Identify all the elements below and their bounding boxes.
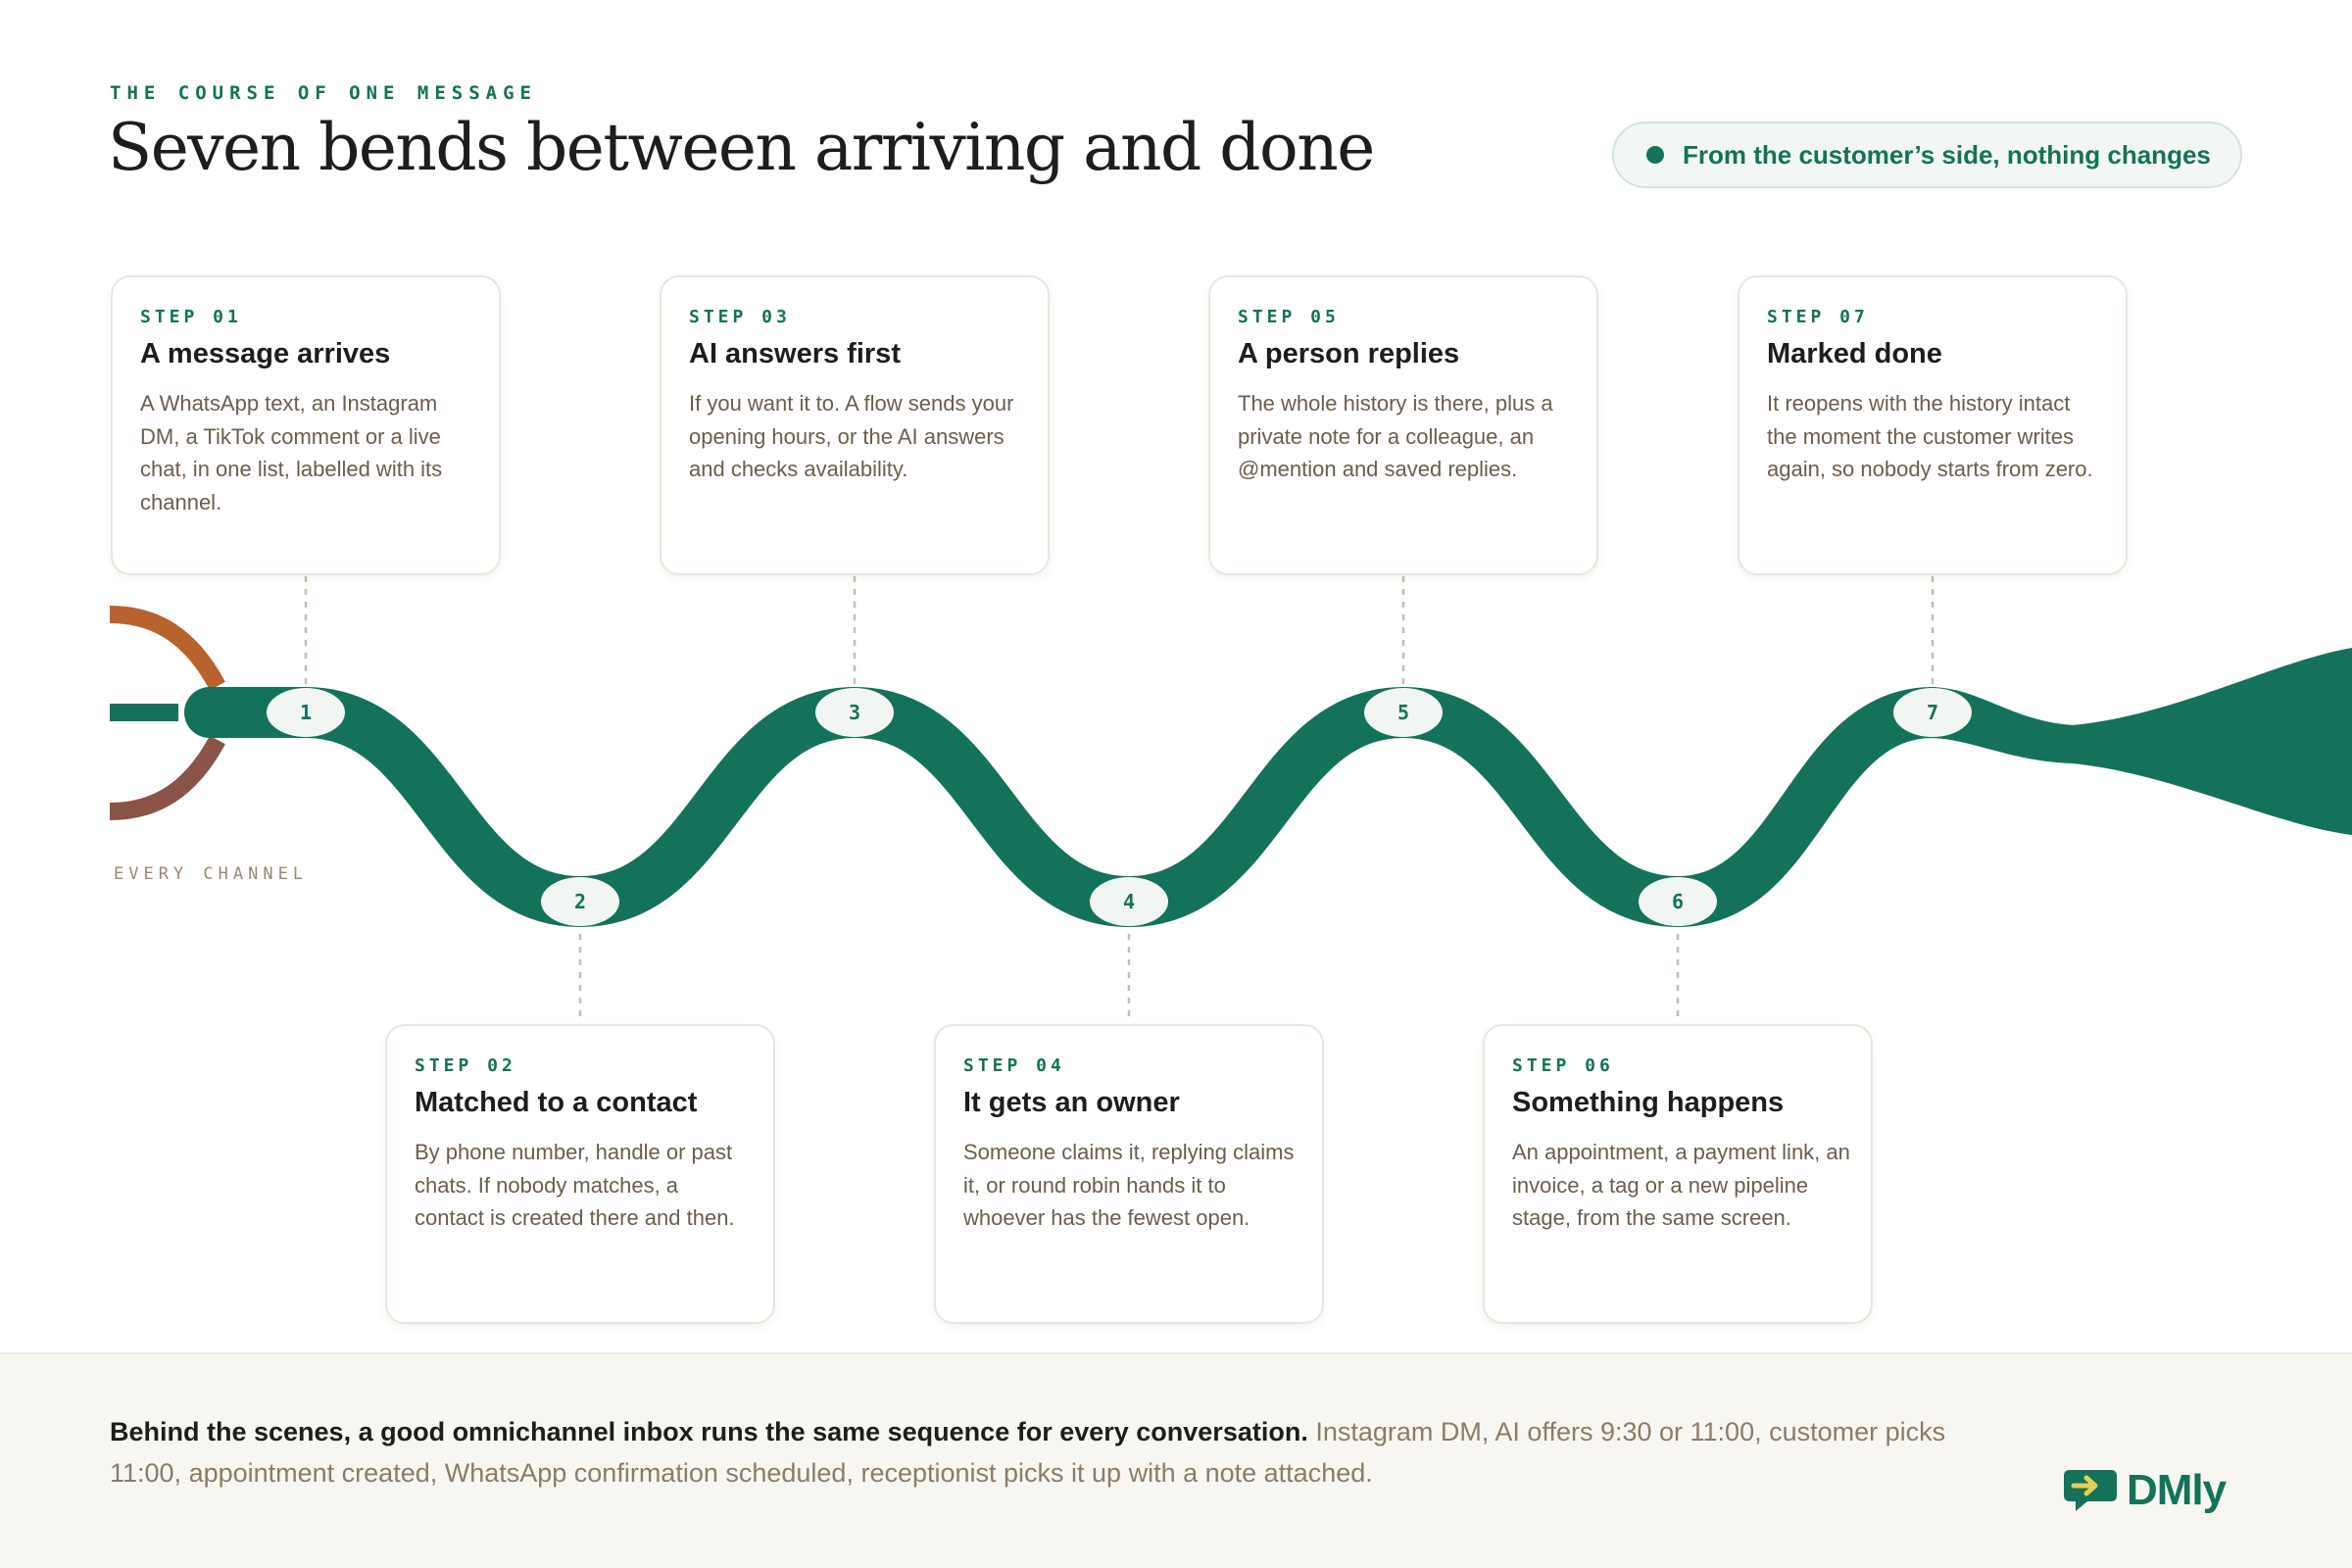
step-label: STEP 02: [415, 1055, 516, 1076]
step-node-1[interactable]: 1: [267, 688, 345, 737]
step-node-6[interactable]: 6: [1639, 877, 1717, 926]
river-ribbon: [184, 686, 1958, 928]
page-title: Seven bends between arriving and done: [108, 110, 1375, 185]
step-label: STEP 06: [1512, 1055, 1614, 1076]
step-node-3[interactable]: 3: [815, 688, 894, 737]
step-node-2[interactable]: 2: [541, 877, 619, 926]
step-card-5: STEP 05 A person replies The whole history…: [1208, 275, 1598, 575]
step-node-6-number: 6: [1672, 890, 1684, 913]
channel-stream-bottom: [109, 735, 225, 820]
step-title: Matched to a contact: [415, 1087, 698, 1118]
step-node-1-number: 1: [300, 701, 312, 724]
dot-icon: [1646, 146, 1664, 164]
step-node-4[interactable]: 4: [1090, 877, 1168, 926]
footer-summary: Behind the scenes, a good omnichannel in…: [110, 1411, 1991, 1494]
step-title: It gets an owner: [963, 1087, 1180, 1118]
step-title: A person replies: [1238, 338, 1460, 369]
every-channel-label: EVERY CHANNEL: [114, 864, 309, 884]
eyebrow: THE COURSE OF ONE MESSAGE: [110, 82, 537, 104]
step-node-7-number: 7: [1927, 701, 1938, 724]
step-node-2-badge: [541, 877, 619, 926]
step-title: A message arrives: [140, 338, 391, 369]
step-node-5[interactable]: 5: [1364, 688, 1443, 737]
footer: Behind the scenes, a good omnichannel in…: [0, 1352, 2352, 1568]
step-card-3: STEP 03 AI answers first If you want it to…: [660, 275, 1050, 575]
step-label: STEP 03: [689, 307, 791, 327]
brand-wordmark: DMly: [2127, 1466, 2227, 1514]
footer-example: Instagram DM, AI offers 9:30 or 11:00, c…: [110, 1417, 1946, 1488]
step-nodes: 1 2 3 4 5 6 7: [267, 688, 1972, 926]
channel-stream-top: [109, 606, 225, 691]
step-node-1-badge: [267, 688, 345, 737]
step-description: It reopens with the history intact the m…: [1767, 391, 2093, 481]
step-card-6: STEP 06 Something happens An appointment, …: [1483, 1024, 1873, 1324]
step-node-7[interactable]: 7: [1893, 688, 1972, 737]
step-node-5-badge: [1364, 688, 1443, 737]
step-node-7-badge: [1893, 688, 1972, 737]
step-node-3-number: 3: [849, 701, 860, 724]
step-node-6-badge: [1639, 877, 1717, 926]
river-mouth: [1929, 648, 2352, 835]
chat-arrow-icon: [2064, 1470, 2117, 1511]
step-node-3-badge: [815, 688, 894, 737]
step-description: If you want it to. A flow sends your ope…: [689, 391, 1014, 481]
river-diagram: 1 2 3 4 5 6 7: [109, 576, 2352, 1023]
step-card-2: STEP 02 Matched to a contact By phone numb…: [385, 1024, 775, 1324]
step-card-7: STEP 07 Marked done It reopens with the hi…: [1738, 275, 2128, 575]
step-card-4: STEP 04 It gets an owner Someone claims it…: [934, 1024, 1324, 1324]
step-description: An appointment, a payment link, an invoi…: [1512, 1140, 1850, 1230]
step-node-5-number: 5: [1397, 701, 1409, 724]
connector-lines: [304, 576, 1935, 1023]
pill-label: From the customer’s side, nothing change…: [1683, 139, 2211, 170]
footer-lead: Behind the scenes, a good omnichannel in…: [110, 1417, 1308, 1446]
step-title: Something happens: [1512, 1087, 1785, 1118]
step-description: Someone claims it, replying claims it, o…: [963, 1140, 1295, 1230]
step-description: By phone number, handle or past chats. I…: [415, 1140, 735, 1230]
step-label: STEP 01: [140, 307, 242, 327]
step-node-4-number: 4: [1123, 890, 1135, 913]
step-label: STEP 07: [1767, 307, 1869, 327]
step-node-2-number: 2: [574, 890, 586, 913]
step-title: AI answers first: [689, 338, 901, 369]
step-label: STEP 05: [1238, 307, 1340, 327]
step-description: The whole history is there, plus a priva…: [1238, 391, 1553, 481]
step-title: Marked done: [1767, 338, 1942, 369]
step-card-1: STEP 01 A message arrives A WhatsApp text,…: [111, 275, 501, 575]
step-description: A WhatsApp text, an Instagram DM, a TikT…: [140, 391, 443, 514]
brand-logo[interactable]: DMly: [2064, 1466, 2227, 1515]
step-node-4-badge: [1090, 877, 1168, 926]
customer-side-pill: From the customer’s side, nothing change…: [1612, 122, 2242, 188]
step-label: STEP 04: [963, 1055, 1065, 1076]
